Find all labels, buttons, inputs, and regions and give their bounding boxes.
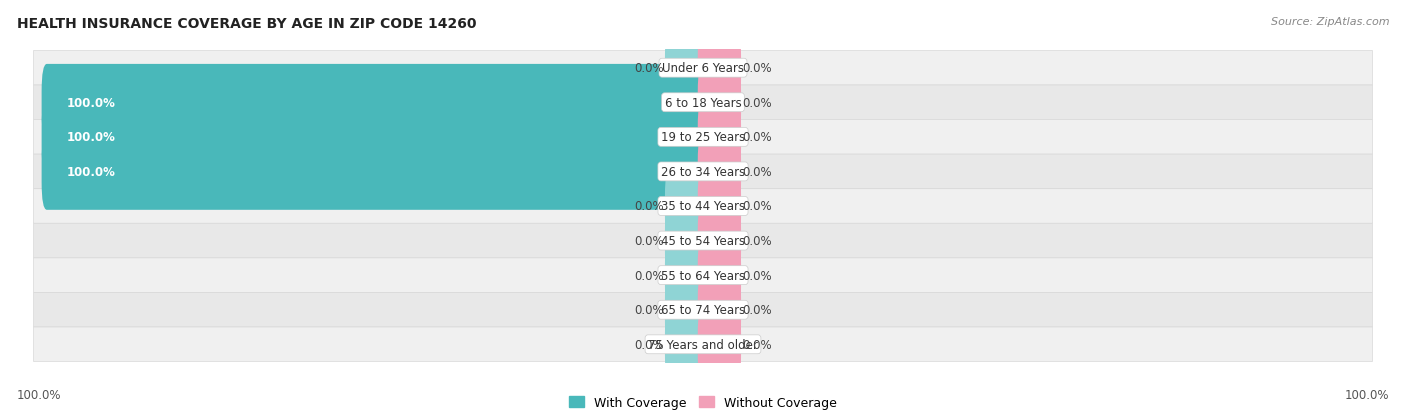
FancyBboxPatch shape bbox=[697, 203, 741, 279]
Text: 65 to 74 Years: 65 to 74 Years bbox=[661, 304, 745, 316]
FancyBboxPatch shape bbox=[665, 237, 709, 314]
Text: 45 to 54 Years: 45 to 54 Years bbox=[661, 235, 745, 247]
FancyBboxPatch shape bbox=[34, 155, 1372, 189]
Text: 0.0%: 0.0% bbox=[634, 269, 664, 282]
FancyBboxPatch shape bbox=[665, 306, 709, 383]
FancyBboxPatch shape bbox=[697, 30, 741, 107]
FancyBboxPatch shape bbox=[42, 65, 709, 141]
Text: 0.0%: 0.0% bbox=[742, 338, 772, 351]
Text: 55 to 64 Years: 55 to 64 Years bbox=[661, 269, 745, 282]
FancyBboxPatch shape bbox=[665, 272, 709, 348]
FancyBboxPatch shape bbox=[697, 237, 741, 314]
Text: 0.0%: 0.0% bbox=[742, 269, 772, 282]
FancyBboxPatch shape bbox=[34, 224, 1372, 258]
FancyBboxPatch shape bbox=[34, 86, 1372, 120]
FancyBboxPatch shape bbox=[665, 203, 709, 279]
FancyBboxPatch shape bbox=[697, 272, 741, 348]
FancyBboxPatch shape bbox=[697, 65, 741, 141]
Text: 100.0%: 100.0% bbox=[66, 97, 115, 109]
Text: 0.0%: 0.0% bbox=[742, 304, 772, 316]
Text: Source: ZipAtlas.com: Source: ZipAtlas.com bbox=[1271, 17, 1389, 26]
FancyBboxPatch shape bbox=[697, 168, 741, 245]
Text: 0.0%: 0.0% bbox=[634, 200, 664, 213]
Text: 100.0%: 100.0% bbox=[66, 131, 115, 144]
Text: 6 to 18 Years: 6 to 18 Years bbox=[665, 97, 741, 109]
FancyBboxPatch shape bbox=[34, 189, 1372, 224]
Text: 0.0%: 0.0% bbox=[634, 338, 664, 351]
FancyBboxPatch shape bbox=[697, 134, 741, 210]
Text: 0.0%: 0.0% bbox=[634, 62, 664, 75]
Legend: With Coverage, Without Coverage: With Coverage, Without Coverage bbox=[564, 391, 842, 413]
Text: 100.0%: 100.0% bbox=[17, 388, 62, 401]
Text: 19 to 25 Years: 19 to 25 Years bbox=[661, 131, 745, 144]
Text: 0.0%: 0.0% bbox=[742, 97, 772, 109]
FancyBboxPatch shape bbox=[697, 99, 741, 176]
FancyBboxPatch shape bbox=[34, 120, 1372, 155]
Text: 0.0%: 0.0% bbox=[742, 166, 772, 178]
Text: 0.0%: 0.0% bbox=[742, 131, 772, 144]
FancyBboxPatch shape bbox=[697, 306, 741, 383]
Text: 75 Years and older: 75 Years and older bbox=[648, 338, 758, 351]
Text: 0.0%: 0.0% bbox=[742, 200, 772, 213]
Text: 0.0%: 0.0% bbox=[742, 62, 772, 75]
FancyBboxPatch shape bbox=[665, 30, 709, 107]
Text: 0.0%: 0.0% bbox=[634, 304, 664, 316]
Text: 26 to 34 Years: 26 to 34 Years bbox=[661, 166, 745, 178]
FancyBboxPatch shape bbox=[665, 168, 709, 245]
Text: HEALTH INSURANCE COVERAGE BY AGE IN ZIP CODE 14260: HEALTH INSURANCE COVERAGE BY AGE IN ZIP … bbox=[17, 17, 477, 31]
FancyBboxPatch shape bbox=[34, 51, 1372, 86]
Text: 0.0%: 0.0% bbox=[634, 235, 664, 247]
Text: 100.0%: 100.0% bbox=[66, 166, 115, 178]
Text: 100.0%: 100.0% bbox=[1344, 388, 1389, 401]
FancyBboxPatch shape bbox=[34, 258, 1372, 293]
Text: 0.0%: 0.0% bbox=[742, 235, 772, 247]
FancyBboxPatch shape bbox=[42, 134, 709, 210]
Text: 35 to 44 Years: 35 to 44 Years bbox=[661, 200, 745, 213]
Text: Under 6 Years: Under 6 Years bbox=[662, 62, 744, 75]
FancyBboxPatch shape bbox=[34, 293, 1372, 327]
FancyBboxPatch shape bbox=[42, 99, 709, 176]
FancyBboxPatch shape bbox=[34, 327, 1372, 362]
